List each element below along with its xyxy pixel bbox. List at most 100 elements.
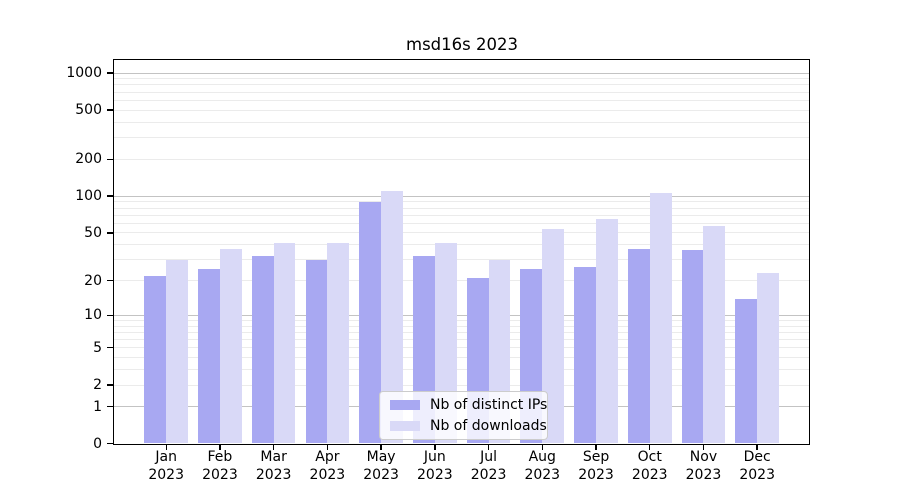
gridline-minor-20: [114, 280, 809, 281]
x-tick-apr: [326, 444, 329, 450]
x-tick-label-nov: Nov 2023: [685, 449, 722, 483]
y-tick-label-1: 1: [93, 398, 102, 415]
gridline-minor-300: [114, 137, 809, 139]
x-tick-label-apr: Apr 2023: [309, 449, 346, 483]
gridline-minor-90: [114, 201, 809, 203]
y-tick-label-500: 500: [75, 102, 102, 119]
bar-downloads-may: [381, 191, 403, 444]
y-tick-100: [107, 195, 114, 197]
y-tick-0: [107, 442, 114, 445]
bar-ips-dec: [735, 298, 758, 444]
y-tick-label-0: 0: [93, 435, 102, 452]
bar-ips-oct: [627, 248, 650, 444]
y-tick-10: [107, 314, 114, 316]
bar-downloads-oct: [649, 192, 672, 444]
x-tick-label-aug: Aug 2023: [524, 449, 561, 483]
bar-downloads-nov: [703, 225, 726, 444]
gridline-major-1000: [114, 72, 809, 74]
bar-ips-jan: [144, 275, 167, 444]
legend-swatch-downloads: [390, 421, 420, 431]
y-tick-50: [107, 232, 114, 234]
x-tick-nov: [702, 444, 705, 450]
y-tick-label-200: 200: [75, 151, 102, 168]
gridline-minor-700: [114, 91, 809, 93]
bar-ips-feb: [198, 269, 220, 444]
bar-downloads-mar: [273, 243, 296, 444]
gridline-minor-900: [114, 78, 809, 80]
y-tick-1000: [107, 72, 114, 74]
bar-ips-mar: [251, 256, 274, 444]
gridline-minor-5: [114, 347, 809, 349]
legend: Nb of distinct IPs Nb of downloads: [379, 391, 548, 440]
gridline-minor-400: [114, 121, 809, 123]
x-tick-jun: [434, 444, 436, 450]
bar-ips-apr: [305, 259, 328, 444]
gridline-major-10: [114, 314, 809, 316]
gridline-major-100: [114, 195, 809, 197]
gridline-minor-7: [114, 331, 809, 333]
bar-downloads-jan: [166, 259, 188, 444]
y-tick-label-1000: 1000: [66, 65, 102, 81]
x-tick-dec: [756, 444, 758, 450]
gridline-minor-500: [114, 109, 809, 111]
bar-ips-may: [359, 201, 382, 444]
x-tick-label-jul: Jul 2023: [470, 449, 507, 483]
gridline-minor-70: [114, 214, 809, 216]
y-tick-2: [107, 384, 114, 386]
x-tick-label-mar: Mar 2023: [255, 449, 292, 483]
x-tick-label-jun: Jun 2023: [417, 449, 453, 483]
gridline-minor-40: [114, 244, 809, 246]
bar-ips-nov: [681, 250, 704, 444]
x-tick-label-feb: Feb 2023: [202, 449, 238, 483]
gridline-minor-3: [114, 369, 809, 371]
x-tick-jul: [487, 444, 490, 450]
legend-row-downloads: Nb of downloads: [386, 417, 547, 435]
gridline-minor-2: [114, 384, 809, 386]
y-tick-label-2: 2: [93, 377, 102, 393]
y-tick-20: [107, 279, 114, 282]
bar-downloads-feb: [219, 248, 242, 444]
legend-label-distinct-ips: Nb of distinct IPs: [430, 397, 548, 413]
gridline-minor-800: [114, 84, 809, 86]
legend-label-downloads: Nb of downloads: [430, 418, 547, 434]
gridline-minor-50: [114, 232, 809, 234]
x-tick-label-jan: Jan 2023: [148, 449, 184, 483]
y-tick-500: [107, 109, 114, 111]
gridline-minor-80: [114, 207, 809, 209]
legend-swatch-distinct-ips: [390, 400, 420, 410]
x-tick-label-may: May 2023: [363, 449, 399, 483]
gridline-minor-8: [114, 325, 809, 327]
bar-downloads-apr: [327, 243, 350, 444]
y-tick-label-5: 5: [93, 339, 102, 356]
gridline-minor-60: [114, 222, 809, 224]
x-tick-jan: [165, 444, 167, 450]
gridline-minor-4: [114, 357, 809, 359]
x-tick-aug: [541, 444, 543, 450]
gridline-minor-6: [114, 339, 809, 340]
x-tick-label-oct: Oct 2023: [631, 449, 668, 483]
chart-title: msd16s 2023: [406, 35, 518, 54]
gridline-minor-30: [114, 259, 809, 261]
y-tick-5: [107, 347, 114, 349]
y-tick-1: [107, 406, 114, 408]
y-tick-label-10: 10: [84, 307, 102, 324]
y-tick-label-100: 100: [75, 188, 102, 205]
bar-downloads-dec: [757, 273, 779, 444]
x-tick-sep: [595, 444, 597, 450]
y-tick-200: [107, 158, 114, 160]
x-tick-oct: [649, 444, 651, 450]
x-tick-feb: [219, 444, 221, 450]
gridline-minor-200: [114, 158, 809, 160]
bar-downloads-aug: [542, 228, 565, 444]
gridline-minor-600: [114, 99, 809, 101]
bar-ips-sep: [574, 267, 596, 444]
legend-row-ips: Nb of distinct IPs: [386, 396, 547, 414]
bar-downloads-sep: [596, 219, 618, 444]
y-tick-label-20: 20: [84, 272, 102, 289]
x-tick-label-dec: Dec 2023: [739, 449, 775, 483]
x-tick-may: [380, 444, 382, 450]
y-tick-label-50: 50: [84, 224, 102, 241]
x-tick-label-sep: Sep 2023: [578, 449, 614, 483]
x-tick-mar: [272, 444, 275, 450]
